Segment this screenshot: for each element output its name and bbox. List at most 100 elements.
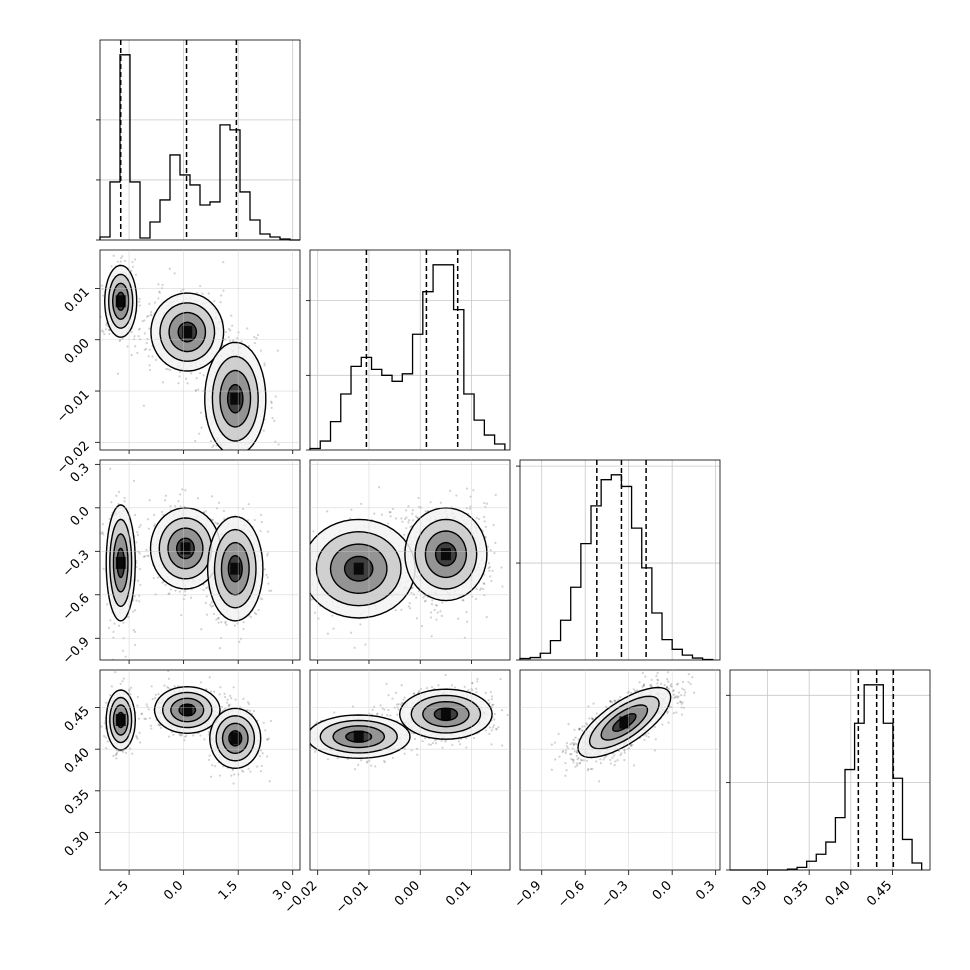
scatter-point (434, 603, 438, 607)
scatter-point (181, 488, 184, 491)
scatter-point (212, 612, 216, 616)
scatter-point (411, 512, 414, 515)
scatter-point (178, 590, 182, 593)
scatter-point (138, 741, 142, 744)
panel-frame (729, 669, 931, 871)
scatter-point (132, 479, 136, 482)
scatter-point (204, 601, 207, 604)
scatter-point (147, 554, 150, 557)
scatter-point (411, 519, 415, 522)
scatter-point (134, 258, 137, 261)
scatter-point (469, 505, 472, 508)
scatter-point (131, 265, 135, 268)
density-core (180, 542, 191, 555)
panel-background (520, 460, 720, 660)
scatter-point (139, 583, 142, 586)
scatter-point (247, 454, 249, 456)
scatter-point (211, 518, 214, 521)
scatter-point (220, 620, 223, 624)
scatter-point (112, 630, 115, 633)
scatter-point (137, 328, 141, 331)
scatter-point (274, 440, 277, 443)
scatter-point (143, 319, 146, 322)
scatter-point (229, 329, 232, 332)
scatter-point (144, 347, 148, 350)
scatter-point (225, 623, 228, 626)
scatter-point (122, 621, 125, 624)
scatter-point (224, 707, 227, 710)
scatter-point (266, 755, 269, 758)
scatter-point (168, 592, 171, 595)
scatter-point (101, 531, 104, 534)
scatter-point (121, 255, 124, 258)
scatter-point (487, 562, 491, 565)
scatter-point (149, 313, 153, 316)
density-core (353, 562, 364, 575)
scatter-point (304, 569, 306, 571)
scatter-point (488, 569, 491, 572)
scatter-point (115, 246, 117, 248)
scatter-point (210, 601, 213, 604)
scatter-point (178, 733, 181, 736)
scatter-point (146, 518, 150, 521)
scatter-point (105, 323, 108, 327)
scatter-point (224, 620, 227, 623)
scatter-point (131, 260, 134, 264)
scatter-point (148, 327, 151, 330)
scatter-point (123, 500, 126, 503)
scatter-point (136, 695, 139, 699)
scatter-point (271, 417, 274, 420)
scatter-point (136, 351, 139, 355)
scatter-point (148, 348, 151, 351)
scatter-point (267, 582, 270, 585)
scatter-point (307, 539, 309, 541)
scatter-point (227, 327, 231, 331)
scatter-point (500, 566, 503, 569)
panel-frame (309, 249, 511, 451)
scatter-point (137, 550, 140, 553)
scatter-point (263, 568, 266, 571)
scatter-point (423, 600, 427, 603)
histogram-step (99, 54, 300, 241)
scatter-point (134, 345, 137, 348)
scatter-point (259, 349, 263, 352)
scatter-point (194, 440, 197, 443)
scatter-point (420, 624, 424, 628)
scatter-point (148, 499, 151, 502)
scatter-point (136, 531, 139, 534)
scatter-point (138, 552, 141, 555)
scatter-point (241, 507, 245, 510)
scatter-point (217, 617, 220, 620)
scatter-point (222, 260, 225, 264)
scatter-point (197, 388, 200, 391)
scatter-point (222, 289, 225, 292)
scatter-point (479, 588, 482, 591)
scatter-point (130, 686, 133, 689)
scatter-point (411, 509, 415, 512)
scatter-point (108, 517, 111, 521)
scatter-point (247, 345, 251, 348)
scatter-point (242, 621, 245, 624)
scatter-point (198, 432, 201, 435)
scatter-point (475, 516, 478, 520)
scatter-point (153, 523, 156, 526)
panel-frame (309, 459, 511, 661)
scatter-point (173, 685, 176, 688)
scatter-point (401, 520, 404, 523)
scatter-point (153, 524, 156, 528)
scatter-point (238, 640, 241, 643)
scatter-point (186, 382, 189, 385)
scatter-point (195, 291, 199, 295)
scatter-point (143, 348, 146, 351)
scatter-point (484, 505, 487, 509)
scatter-point (202, 588, 205, 592)
scatter-point (236, 336, 239, 340)
scatter-point (148, 302, 151, 305)
scatter-point (262, 429, 265, 432)
scatter-point (149, 310, 153, 314)
scatter-point (301, 541, 303, 543)
scatter-point (215, 507, 218, 510)
histogram-step (519, 474, 714, 661)
scatter-point (217, 616, 220, 619)
